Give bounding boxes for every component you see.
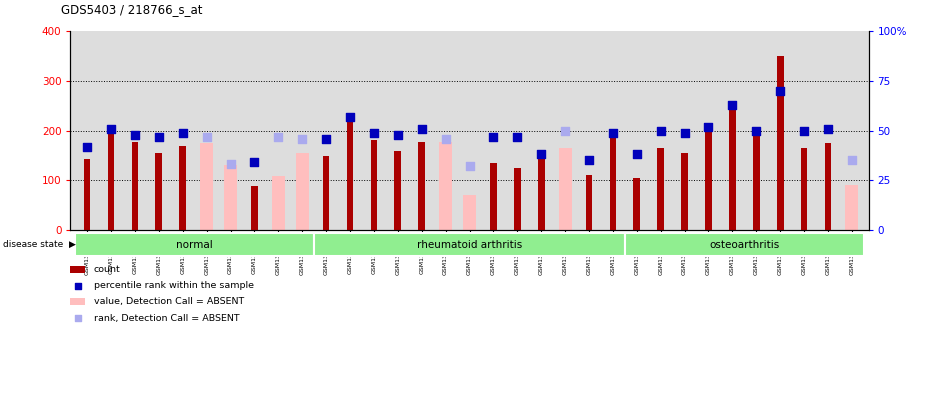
Point [80,143,95,150]
Point [796,127,811,134]
Point [821,125,836,132]
Point [103,125,118,132]
Bar [131,141,138,230]
Point [318,136,333,142]
Point [773,88,788,94]
Bar [156,153,162,230]
Bar [657,148,664,230]
Bar [179,145,186,230]
Bar [251,186,258,230]
Point [700,123,716,130]
Point [151,134,166,140]
Bar [419,141,425,230]
Point [748,127,763,134]
Point [247,159,262,165]
Point [606,130,621,136]
Bar [70,298,85,305]
Bar [70,266,85,273]
Point [844,157,859,163]
Text: value, Detection Call = ABSENT: value, Detection Call = ABSENT [94,298,244,307]
Point [199,134,214,140]
Bar [777,56,783,230]
Point [629,151,644,158]
Bar [609,138,616,230]
Point [70,315,85,321]
Point [270,134,285,140]
Point [581,157,596,163]
Bar [490,163,497,230]
Text: rheumatoid arthritis: rheumatoid arthritis [417,240,522,250]
Bar [271,176,285,230]
Text: percentile rank within the sample: percentile rank within the sample [94,281,254,290]
Bar [559,148,572,230]
Bar [801,148,808,230]
Point [295,136,310,142]
Point [654,127,669,134]
Bar [634,178,640,230]
Bar [108,129,115,230]
Text: GDS5403 / 218766_s_at: GDS5403 / 218766_s_at [61,3,203,16]
Bar [296,153,309,230]
Text: normal: normal [177,240,213,250]
Bar [845,185,858,230]
Point [462,163,477,169]
Bar [224,165,238,230]
Bar [753,132,760,230]
Point [176,130,191,136]
Bar [824,143,831,230]
Bar [371,140,377,230]
Bar [729,108,736,230]
Point [343,114,358,120]
Point [558,127,573,134]
Point [70,283,85,289]
Bar [394,151,401,230]
Point [128,132,143,138]
Bar [346,113,353,230]
Bar [705,130,712,230]
Point [439,136,454,142]
Point [391,132,406,138]
Text: rank, Detection Call = ABSENT: rank, Detection Call = ABSENT [94,314,239,323]
Text: count: count [94,264,120,274]
Point [677,130,692,136]
Bar [463,195,476,230]
Bar [514,168,520,230]
Bar [75,233,315,256]
Point [510,134,525,140]
Point [533,151,548,158]
Bar [315,233,624,256]
Bar [681,153,688,230]
Bar [586,175,593,230]
Point [223,161,239,167]
Bar [538,158,545,230]
Text: disease state  ▶: disease state ▶ [3,240,76,249]
Bar [323,156,330,230]
Point [725,102,740,108]
Bar [200,143,213,230]
Point [485,134,500,140]
Bar [84,159,90,230]
Bar [624,233,864,256]
Point [366,130,381,136]
Point [414,125,429,132]
Text: osteoarthritis: osteoarthritis [709,240,779,250]
Bar [439,141,453,230]
